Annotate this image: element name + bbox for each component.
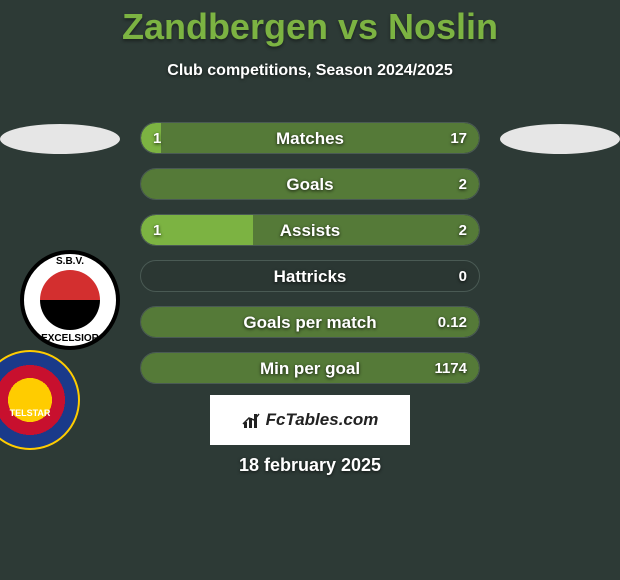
- stat-row: 117Matches: [140, 122, 480, 154]
- stat-row: 0Hattricks: [140, 260, 480, 292]
- pedestal-left: [0, 124, 120, 154]
- club-badge-left-line1: S.B.V.: [56, 256, 84, 267]
- stat-label: Hattricks: [141, 261, 479, 292]
- pedestal-right: [500, 124, 620, 154]
- page-title: Zandbergen vs Noslin: [0, 0, 620, 48]
- stats-panel: 117Matches 2Goals 12Assists 0Hattricks 0.12G…: [140, 122, 480, 398]
- subtitle: Club competitions, Season 2024/2025: [0, 62, 620, 80]
- stat-row: 0.12Goals per match: [140, 306, 480, 338]
- club-badge-left: S.B.V. EXCELSIOR: [20, 250, 120, 350]
- fctables-label: FcTables.com: [266, 410, 379, 430]
- date-label: 18 february 2025: [0, 455, 620, 476]
- stat-row: 1174Min per goal: [140, 352, 480, 384]
- club-badge-left-line2: EXCELSIOR: [41, 333, 99, 344]
- fctables-watermark: FcTables.com: [210, 395, 410, 445]
- stat-row: 12Assists: [140, 214, 480, 246]
- bar-chart-icon: [242, 410, 262, 430]
- stat-label: Min per goal: [141, 353, 479, 384]
- stat-label: Goals: [141, 169, 479, 200]
- stat-label: Matches: [141, 123, 479, 154]
- excelsior-inner-icon: [40, 270, 100, 330]
- club-badge-right-line1: TELSTAR: [10, 408, 51, 418]
- stat-row: 2Goals: [140, 168, 480, 200]
- stat-label: Goals per match: [141, 307, 479, 338]
- club-badge-right: TELSTAR: [0, 350, 80, 450]
- stat-label: Assists: [141, 215, 479, 246]
